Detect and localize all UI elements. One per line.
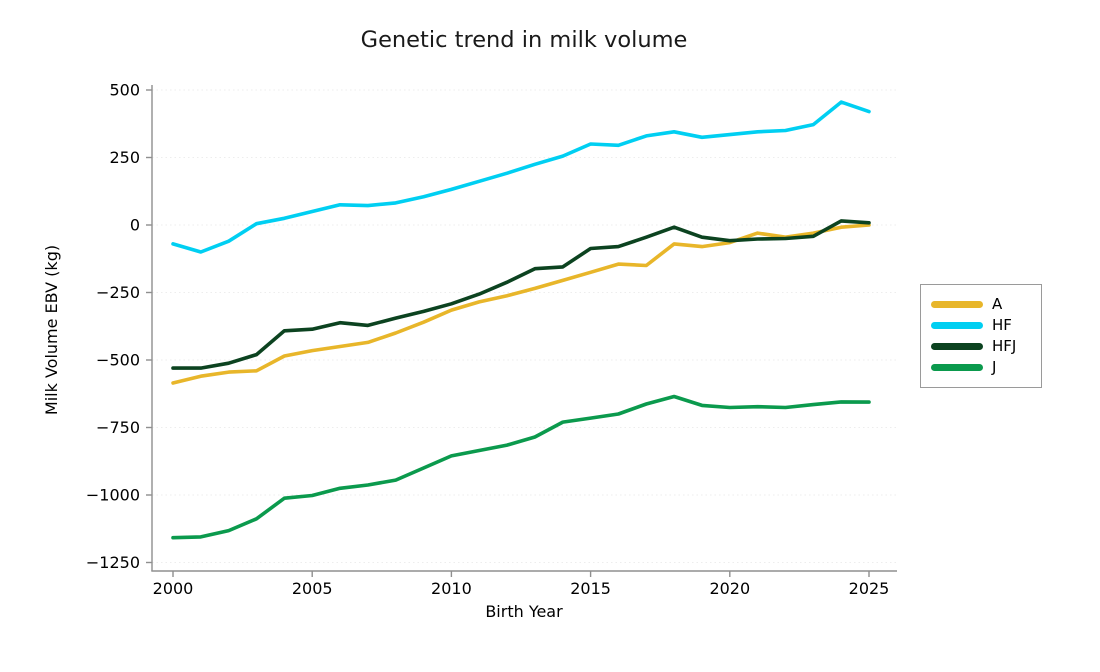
y-tick-label: −750 — [96, 418, 140, 437]
y-tick-label: 500 — [109, 81, 140, 100]
y-axis-title: Milk Volume EBV (kg) — [42, 245, 61, 415]
x-axis-title: Birth Year — [485, 602, 563, 621]
axis-tick-labels: 500 250 0 −250 −500 −750 −1000 −1250 2000 2005 201… — [86, 81, 889, 599]
legend-label-HF: HF — [992, 316, 1012, 334]
legend-swatch-J — [931, 364, 983, 371]
x-tick-label: 2010 — [431, 579, 472, 598]
series-line-J — [171, 394, 871, 540]
y-tick-label: −1000 — [86, 486, 140, 505]
x-tick-label: 2005 — [292, 579, 333, 598]
legend-label-HFJ: HFJ — [992, 337, 1017, 355]
legend-swatch-HF — [931, 322, 983, 329]
x-tick-label: 2015 — [570, 579, 611, 598]
legend-label-J: J — [992, 358, 997, 376]
y-tick-label: 250 — [109, 148, 140, 167]
x-tick-label: 2000 — [153, 579, 194, 598]
x-tick-label: 2025 — [849, 579, 890, 598]
axis-ticks — [146, 89, 870, 577]
series-lines — [171, 100, 871, 540]
y-tick-label: −250 — [96, 283, 140, 302]
legend-entry-A: A — [931, 294, 1033, 315]
y-tick-label: −500 — [96, 351, 140, 370]
legend-swatch-A — [931, 301, 983, 308]
legend-entry-HF: HF — [931, 315, 1033, 336]
series-line-HF — [171, 100, 871, 254]
legend-swatch-HFJ — [931, 343, 983, 350]
series-line-A — [171, 223, 871, 385]
legend: A HF HFJ J — [920, 284, 1042, 388]
y-tick-label: 0 — [130, 216, 140, 235]
legend-entry-J: J — [931, 357, 1033, 378]
y-tick-label: −1250 — [86, 553, 140, 572]
legend-entry-HFJ: HFJ — [931, 336, 1033, 357]
series-line-HFJ — [171, 219, 871, 370]
chart-title: Genetic trend in milk volume — [360, 27, 688, 53]
gridlines — [152, 89, 897, 563]
axis-spines — [151, 85, 897, 572]
x-tick-label: 2020 — [709, 579, 750, 598]
legend-label-A: A — [992, 295, 1003, 313]
